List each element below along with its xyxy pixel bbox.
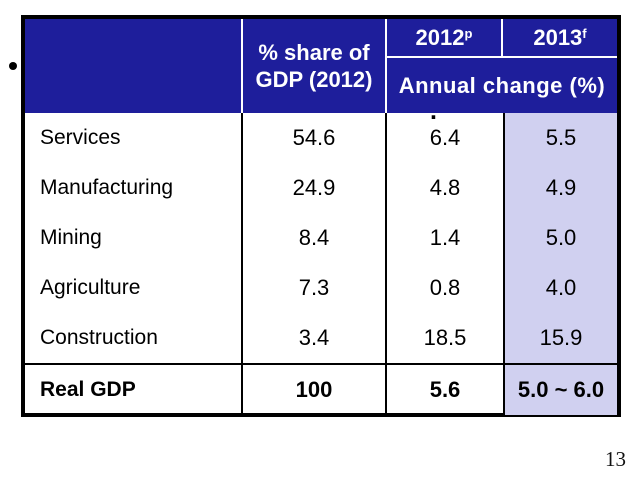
header-years-row: 2012 p 2013 f	[387, 19, 617, 58]
header-cell-annual-change: Annual change (%)	[387, 58, 617, 113]
row-label: Services	[25, 113, 243, 163]
cell-share-of-gdp: 24.9	[243, 163, 387, 213]
table-row-construction: Construction 3.4 18.5 15.9	[25, 313, 617, 363]
row-label: Manufacturing	[25, 163, 243, 213]
year-2013-label: 2013	[533, 24, 583, 50]
cell-change-2012: 18.5	[387, 313, 505, 363]
cell-change-2012: 0.8	[387, 263, 505, 313]
table-row-manufacturing: Manufacturing 24.9 4.8 4.9	[25, 163, 617, 213]
row-label: Construction	[25, 313, 243, 363]
stray-period-mark: .	[430, 97, 437, 125]
cell-share-of-gdp: 8.4	[243, 213, 387, 263]
row-label: Mining	[25, 213, 243, 263]
header-cell-2013: 2013 f	[533, 24, 587, 50]
bullet-icon	[9, 62, 17, 70]
cell-change-2013: 15.9	[505, 313, 617, 363]
cell-change-2013: 4.0	[505, 263, 617, 313]
share-header-line2: GDP (2012)	[255, 67, 373, 92]
header-years-group: 2012 p 2013 f Annual change (%)	[387, 19, 617, 113]
cell-change-2013: 5.5	[505, 113, 617, 163]
header-cell-empty	[25, 19, 243, 113]
year-2012-label: 2012	[415, 24, 465, 50]
annual-change-label: Annual change (%)	[398, 72, 606, 98]
cell-change-2012: 1.4	[387, 213, 505, 263]
cell-change-2012: 6.4	[387, 113, 505, 163]
gdp-table: % share of GDP (2012) 2012 p 2013 f Annual…	[21, 15, 621, 417]
cell-change-2013: 4.9	[505, 163, 617, 213]
table-header: % share of GDP (2012) 2012 p 2013 f Annual…	[25, 19, 617, 113]
header-cell-share-of-gdp: % share of GDP (2012)	[243, 19, 387, 113]
table-row-real-gdp: Real GDP 100 5.6 5.0 ~ 6.0	[25, 363, 617, 415]
cell-share-of-gdp: 54.6	[243, 113, 387, 163]
table-row-services: Services 54.6 6.4 5.5	[25, 113, 617, 163]
header-cell-2012: 2012 p	[387, 19, 503, 56]
table-row-agriculture: Agriculture 7.3 0.8 4.0	[25, 263, 617, 313]
row-label: Real GDP	[25, 365, 243, 415]
cell-share-of-gdp: 7.3	[243, 263, 387, 313]
cell-change-2012: 4.8	[387, 163, 505, 213]
cell-change-2013: 5.0	[505, 213, 617, 263]
cell-share-of-gdp: 100	[243, 365, 387, 415]
table-row-mining: Mining 8.4 1.4 5.0	[25, 213, 617, 263]
cell-share-of-gdp: 3.4	[243, 313, 387, 363]
page-number: 13	[605, 447, 626, 471]
cell-change-2012: 5.6	[387, 365, 505, 415]
cell-change-2013: 5.0 ~ 6.0	[505, 365, 617, 415]
share-header-line1: % share of	[258, 39, 370, 65]
row-label: Agriculture	[25, 263, 243, 313]
